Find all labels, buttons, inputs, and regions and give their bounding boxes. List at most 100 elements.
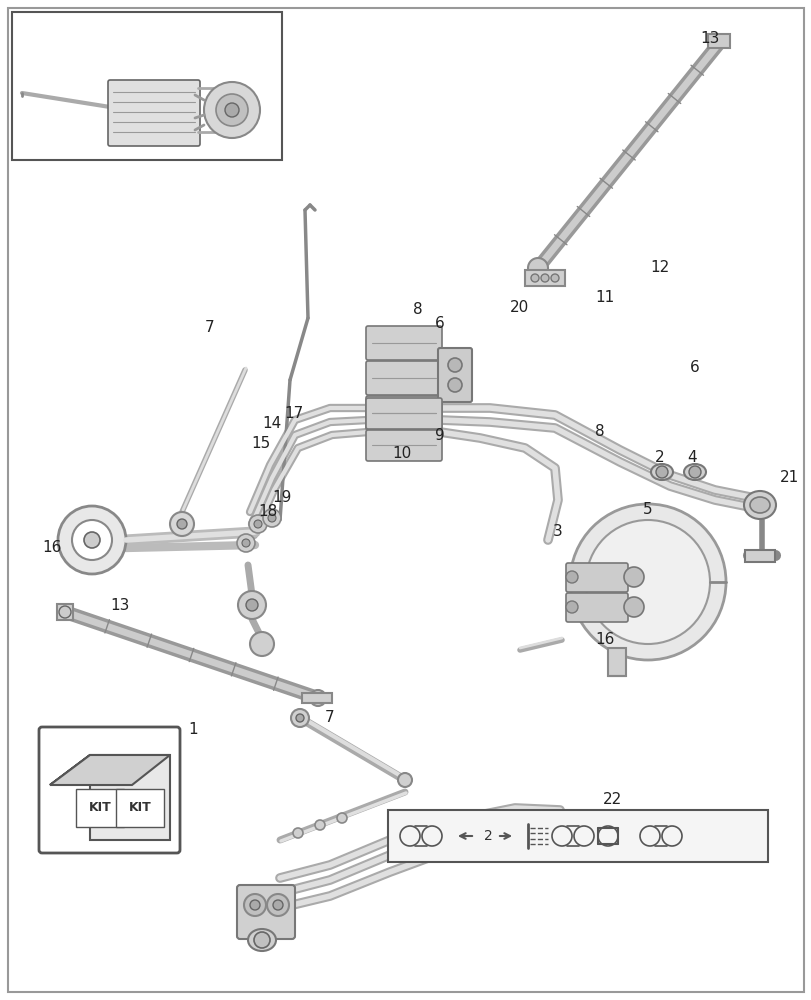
Circle shape xyxy=(272,900,283,910)
Polygon shape xyxy=(50,755,169,840)
Circle shape xyxy=(310,690,325,706)
Text: 8: 8 xyxy=(594,424,604,440)
Bar xyxy=(12,12,281,160)
Circle shape xyxy=(169,512,194,536)
Circle shape xyxy=(59,606,71,618)
Circle shape xyxy=(623,597,643,617)
Bar xyxy=(744,550,774,562)
Text: 19: 19 xyxy=(272,489,291,504)
Circle shape xyxy=(216,94,247,126)
Ellipse shape xyxy=(247,929,276,951)
Text: 15: 15 xyxy=(251,436,270,450)
Circle shape xyxy=(267,894,289,916)
FancyBboxPatch shape xyxy=(565,593,627,622)
Circle shape xyxy=(238,591,266,619)
Circle shape xyxy=(250,632,273,656)
Circle shape xyxy=(655,466,667,478)
Text: 2: 2 xyxy=(483,829,491,843)
Circle shape xyxy=(177,519,187,529)
Ellipse shape xyxy=(650,464,672,480)
Text: 9: 9 xyxy=(435,428,444,442)
Text: 7: 7 xyxy=(205,320,215,336)
Text: 12: 12 xyxy=(650,260,669,275)
Circle shape xyxy=(565,601,577,613)
Text: 20: 20 xyxy=(510,300,529,316)
Circle shape xyxy=(204,82,260,138)
Circle shape xyxy=(58,506,126,574)
Text: 5: 5 xyxy=(642,502,652,518)
FancyBboxPatch shape xyxy=(437,348,471,402)
FancyBboxPatch shape xyxy=(108,80,200,146)
Bar xyxy=(388,810,767,862)
Text: 2: 2 xyxy=(654,450,664,466)
Bar xyxy=(707,34,729,48)
Circle shape xyxy=(337,813,346,823)
Circle shape xyxy=(315,820,324,830)
Circle shape xyxy=(530,274,539,282)
FancyBboxPatch shape xyxy=(565,563,627,592)
Ellipse shape xyxy=(683,464,705,480)
Circle shape xyxy=(623,567,643,587)
Circle shape xyxy=(565,571,577,583)
Circle shape xyxy=(72,520,112,560)
Circle shape xyxy=(293,828,303,838)
Text: 3: 3 xyxy=(552,524,562,540)
FancyBboxPatch shape xyxy=(366,361,441,395)
Bar xyxy=(525,270,564,286)
Text: KIT: KIT xyxy=(88,801,111,814)
Circle shape xyxy=(268,514,276,522)
Text: 13: 13 xyxy=(699,31,719,46)
FancyBboxPatch shape xyxy=(237,885,294,939)
Text: 6: 6 xyxy=(689,360,699,375)
Circle shape xyxy=(254,520,262,528)
Text: 22: 22 xyxy=(603,792,622,807)
Circle shape xyxy=(237,534,255,552)
Circle shape xyxy=(397,773,411,787)
Bar xyxy=(607,648,625,676)
Circle shape xyxy=(586,520,709,644)
Ellipse shape xyxy=(743,491,775,519)
Text: KIT: KIT xyxy=(128,801,151,814)
Bar xyxy=(57,604,73,620)
Circle shape xyxy=(448,378,461,392)
Circle shape xyxy=(527,258,547,278)
Circle shape xyxy=(296,714,303,722)
Polygon shape xyxy=(50,755,169,785)
Text: 7: 7 xyxy=(324,710,334,726)
Text: 8: 8 xyxy=(413,302,423,318)
Text: 21: 21 xyxy=(779,471,799,486)
Circle shape xyxy=(448,358,461,372)
Circle shape xyxy=(254,932,270,948)
Text: 13: 13 xyxy=(110,597,130,612)
FancyBboxPatch shape xyxy=(366,396,441,430)
FancyBboxPatch shape xyxy=(366,326,441,360)
Text: 4: 4 xyxy=(686,450,696,466)
Circle shape xyxy=(689,466,700,478)
Circle shape xyxy=(250,900,260,910)
FancyBboxPatch shape xyxy=(39,727,180,853)
Circle shape xyxy=(246,599,258,611)
Circle shape xyxy=(263,509,281,527)
Circle shape xyxy=(243,894,266,916)
Text: 10: 10 xyxy=(392,446,411,460)
Text: 16: 16 xyxy=(594,633,614,648)
Text: 17: 17 xyxy=(284,406,303,420)
Text: 11: 11 xyxy=(594,290,614,306)
Circle shape xyxy=(84,532,100,548)
Circle shape xyxy=(290,709,309,727)
Circle shape xyxy=(225,103,238,117)
Circle shape xyxy=(551,274,558,282)
FancyBboxPatch shape xyxy=(366,398,441,429)
Circle shape xyxy=(569,504,725,660)
Text: 16: 16 xyxy=(42,540,62,556)
Ellipse shape xyxy=(749,497,769,513)
Bar xyxy=(302,693,332,703)
Circle shape xyxy=(249,515,267,533)
FancyBboxPatch shape xyxy=(366,430,441,461)
Text: 6: 6 xyxy=(435,316,444,330)
Circle shape xyxy=(242,539,250,547)
Text: 14: 14 xyxy=(262,416,281,430)
Circle shape xyxy=(540,274,548,282)
Text: 18: 18 xyxy=(258,504,277,520)
Text: 1: 1 xyxy=(188,722,198,738)
